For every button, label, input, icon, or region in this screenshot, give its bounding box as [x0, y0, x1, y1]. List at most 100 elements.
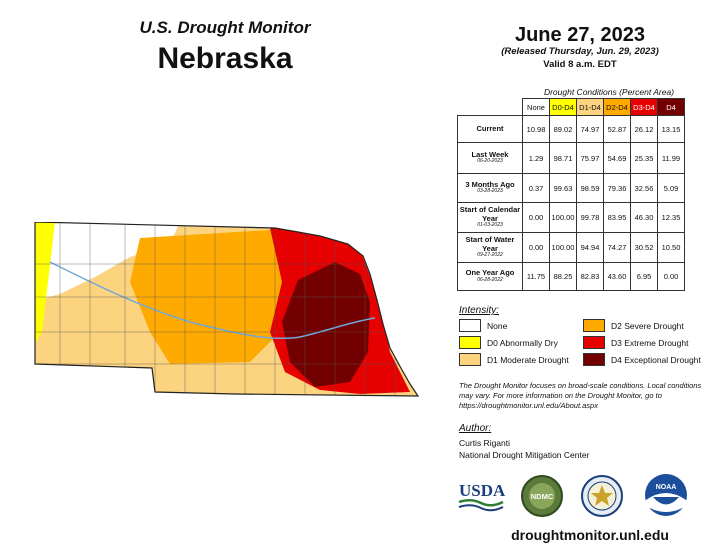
table-cell: 98.71	[549, 142, 577, 174]
table-cell: 79.36	[603, 173, 631, 203]
table-cell: 74.27	[603, 232, 631, 263]
usda-logo-text: USDA	[459, 481, 505, 500]
table-cell: 82.83	[576, 262, 604, 291]
col-header: D4	[657, 98, 685, 116]
col-header: D2-D4	[603, 98, 631, 116]
table-cell: 98.59	[576, 173, 604, 203]
row-label-text: Start of Water Year	[465, 235, 515, 253]
row-label-date: 06-20-2023	[477, 158, 503, 165]
state-outline	[34, 222, 420, 397]
table-row: Start of Calendar Year 01-03-2023 0.00 10…	[457, 202, 685, 233]
table-caption: Drought Conditions (Percent Area)	[543, 87, 675, 97]
row-label-text: Last Week	[471, 149, 509, 159]
table-cell: 54.69	[603, 142, 631, 174]
row-label: Start of Calendar Year 01-03-2023	[457, 202, 523, 233]
col-header: None	[522, 98, 550, 116]
legend-label: None	[487, 320, 508, 331]
author-org: National Drought Mitigation Center	[459, 450, 590, 460]
table-cell: 83.95	[603, 202, 631, 233]
table-cell: 10.98	[522, 115, 550, 143]
row-label: Last Week 06-20-2023	[457, 142, 523, 174]
table-cell: 11.75	[522, 262, 550, 291]
row-label-date: 09-27-2022	[477, 252, 503, 259]
table-cell: 0.00	[522, 232, 550, 263]
table-cell: 12.35	[657, 202, 685, 233]
valid-time: Valid 8 a.m. EDT	[543, 59, 617, 70]
ndmc-logo-text: NDMC	[531, 492, 554, 501]
legend-label: D4 Exceptional Drought	[611, 354, 701, 365]
usda-logo: USDA	[458, 481, 505, 512]
table-row: Current 10.98 89.02 74.97 52.87 26.12 13…	[457, 115, 685, 143]
row-label: 3 Months Ago 03-28-2023	[457, 173, 523, 203]
table-cell: 13.15	[657, 115, 685, 143]
d4-region-east	[282, 262, 370, 387]
d0-region-west	[35, 222, 55, 352]
table-cell: 43.60	[603, 262, 631, 291]
table-cell: 0.00	[657, 262, 685, 291]
drought-conditions-table: None D0-D4 D1-D4 D2-D4 D3-D4 D4 Current …	[457, 98, 685, 291]
row-label: Start of Water Year 09-27-2022	[457, 232, 523, 263]
row-label-text: 3 Months Ago	[465, 179, 515, 189]
table-cell: 5.09	[657, 173, 685, 203]
table-header-row: None D0-D4 D1-D4 D2-D4 D3-D4 D4	[457, 98, 685, 116]
row-label-text: Start of Calendar Year	[459, 205, 521, 223]
table-cell: 89.02	[549, 115, 577, 143]
table-cell: 0.00	[522, 202, 550, 233]
footer-url[interactable]: droughtmonitor.unl.edu	[511, 527, 669, 543]
row-label-date: 01-03-2023	[477, 222, 503, 229]
table-cell: 88.25	[549, 262, 577, 291]
col-header: D3-D4	[630, 98, 658, 116]
legend-swatch	[459, 353, 481, 366]
legend-swatch	[459, 336, 481, 349]
release-date: (Released Thursday, Jun. 29, 2023)	[501, 46, 659, 57]
table-cell: 1.29	[522, 142, 550, 174]
legend-swatch	[583, 336, 605, 349]
noaa-logo: NOAA	[645, 474, 687, 516]
table-corner	[457, 98, 523, 116]
table-cell: 25.35	[630, 142, 658, 174]
legend-swatch	[459, 319, 481, 332]
legend-item-d0: D0 Abnormally Dry	[459, 336, 558, 349]
row-label: Current	[457, 115, 523, 143]
author-label: Author:	[459, 423, 492, 434]
legend-swatch	[583, 353, 605, 366]
table-cell: 32.56	[630, 173, 658, 203]
legend-swatch	[583, 319, 605, 332]
county-lines	[35, 222, 418, 396]
legend-item-d1: D1 Moderate Drought	[459, 353, 569, 366]
table-cell: 100.00	[549, 232, 577, 263]
legend-item-d4: D4 Exceptional Drought	[583, 353, 701, 366]
map-title: U.S. Drought Monitor	[139, 18, 311, 37]
nebraska-drought-map	[34, 222, 420, 397]
noaa-logo-text: NOAA	[656, 484, 677, 491]
table-cell: 0.37	[522, 173, 550, 203]
table-cell: 10.50	[657, 232, 685, 263]
row-label-date: 06-28-2022	[477, 276, 503, 283]
legend-title: Intensity:	[459, 305, 500, 316]
table-cell: 6.95	[630, 262, 658, 291]
table-cell: 26.12	[630, 115, 658, 143]
legend-label: D1 Moderate Drought	[487, 354, 569, 365]
col-header: D1-D4	[576, 98, 604, 116]
legend-label: D0 Abnormally Dry	[487, 337, 558, 348]
state-name: Nebraska	[157, 42, 293, 75]
table-cell: 74.97	[576, 115, 604, 143]
legend-label: D3 Extreme Drought	[611, 337, 689, 348]
platte-river	[49, 261, 376, 340]
legend-item-none: None	[459, 319, 507, 332]
legend-item-d2: D2 Severe Drought	[583, 319, 684, 332]
table-row: One Year Ago 06-28-2022 11.75 88.25 82.83…	[457, 262, 685, 291]
legend-item-d3: D3 Extreme Drought	[583, 336, 688, 349]
col-header: D0-D4	[549, 98, 577, 116]
table-cell: 46.30	[630, 202, 658, 233]
table-cell: 94.94	[576, 232, 604, 263]
table-cell: 99.78	[576, 202, 604, 233]
legend-label: D2 Severe Drought	[611, 320, 684, 331]
table-cell: 100.00	[549, 202, 577, 233]
table-cell: 52.87	[603, 115, 631, 143]
table-cell: 11.99	[657, 142, 685, 174]
table-cell: 75.97	[576, 142, 604, 174]
ndmc-logo: NDMC	[521, 475, 563, 517]
row-label: One Year Ago 06-28-2022	[457, 262, 523, 291]
table-row: 3 Months Ago 03-28-2023 0.37 99.63 98.59 …	[457, 173, 685, 203]
